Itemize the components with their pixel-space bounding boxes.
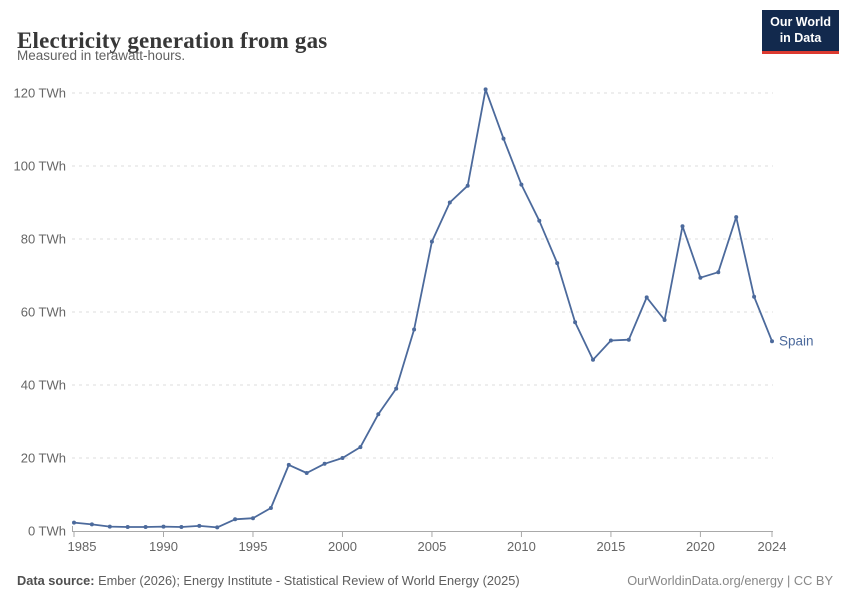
data-point[interactable]: [394, 386, 399, 391]
data-point[interactable]: [626, 337, 631, 342]
data-point[interactable]: [555, 261, 560, 266]
owid-logo-line2: in Data: [779, 31, 822, 46]
data-point[interactable]: [340, 456, 345, 460]
data-point[interactable]: [698, 275, 703, 280]
data-point[interactable]: [304, 471, 309, 475]
owid-logo[interactable]: Our World in Data: [762, 10, 839, 54]
data-point[interactable]: [125, 525, 130, 529]
owid-logo-line1: Our World: [770, 15, 831, 29]
data-point[interactable]: [770, 339, 774, 344]
data-point[interactable]: [268, 506, 273, 510]
data-point[interactable]: [483, 87, 488, 92]
data-point[interactable]: [429, 239, 434, 244]
data-source-text: Ember (2026); Energy Institute - Statist…: [94, 573, 520, 588]
data-point[interactable]: [519, 182, 524, 187]
license-note: OurWorldinData.org/energy | CC BY: [627, 573, 833, 588]
data-point[interactable]: [537, 218, 542, 223]
y-tick-label: 40 TWh: [21, 378, 66, 393]
x-tick-label: 2024: [758, 539, 787, 554]
chart-subtitle: Measured in terawatt-hours.: [17, 48, 186, 63]
x-tick-label: 1990: [149, 539, 178, 554]
data-point[interactable]: [447, 200, 452, 205]
data-point[interactable]: [322, 461, 327, 466]
data-point[interactable]: [412, 327, 417, 332]
x-tick-label: 1985: [68, 539, 97, 554]
y-tick-label: 60 TWh: [21, 305, 66, 320]
data-point[interactable]: [680, 224, 685, 229]
y-tick-label: 0 TWh: [28, 524, 66, 539]
data-source-label: Data source:: [17, 573, 95, 588]
data-point[interactable]: [161, 524, 166, 529]
series-end-label: Spain: [779, 334, 814, 349]
data-point[interactable]: [233, 517, 238, 522]
page-title: Electricity generation from gas: [17, 28, 328, 54]
x-tick-label: 2015: [596, 539, 625, 554]
data-point[interactable]: [644, 295, 649, 300]
y-tick-label: 100 TWh: [13, 159, 66, 174]
data-point[interactable]: [662, 318, 667, 322]
data-point[interactable]: [608, 338, 613, 343]
data-point[interactable]: [197, 523, 202, 528]
x-tick-label: 1995: [239, 539, 268, 554]
data-point[interactable]: [89, 522, 94, 527]
x-tick-label: 2010: [507, 539, 536, 554]
data-point[interactable]: [107, 524, 112, 529]
y-tick-label: 80 TWh: [21, 232, 66, 247]
data-point[interactable]: [286, 462, 291, 467]
data-point[interactable]: [752, 294, 757, 299]
data-point[interactable]: [215, 525, 220, 530]
data-point[interactable]: [179, 525, 184, 529]
data-point[interactable]: [358, 445, 363, 450]
data-point[interactable]: [143, 525, 148, 529]
x-tick-label: 2000: [328, 539, 357, 554]
y-tick-label: 20 TWh: [21, 451, 66, 466]
data-point[interactable]: [376, 412, 381, 417]
data-source-note: Data source: Ember (2026); Energy Instit…: [17, 573, 520, 588]
data-point[interactable]: [716, 270, 721, 275]
data-point[interactable]: [251, 516, 255, 521]
chart-footer: Data source: Ember (2026); Energy Instit…: [17, 573, 833, 588]
data-point[interactable]: [501, 136, 506, 141]
data-point[interactable]: [734, 215, 739, 220]
series-line[interactable]: [73, 88, 773, 529]
y-tick-label: 120 TWh: [13, 86, 66, 101]
x-tick-label: 2020: [686, 539, 715, 554]
data-point[interactable]: [465, 183, 470, 188]
x-tick-label: 2005: [417, 539, 446, 554]
data-point[interactable]: [72, 520, 76, 525]
data-point[interactable]: [573, 320, 578, 325]
data-point[interactable]: [591, 357, 595, 362]
